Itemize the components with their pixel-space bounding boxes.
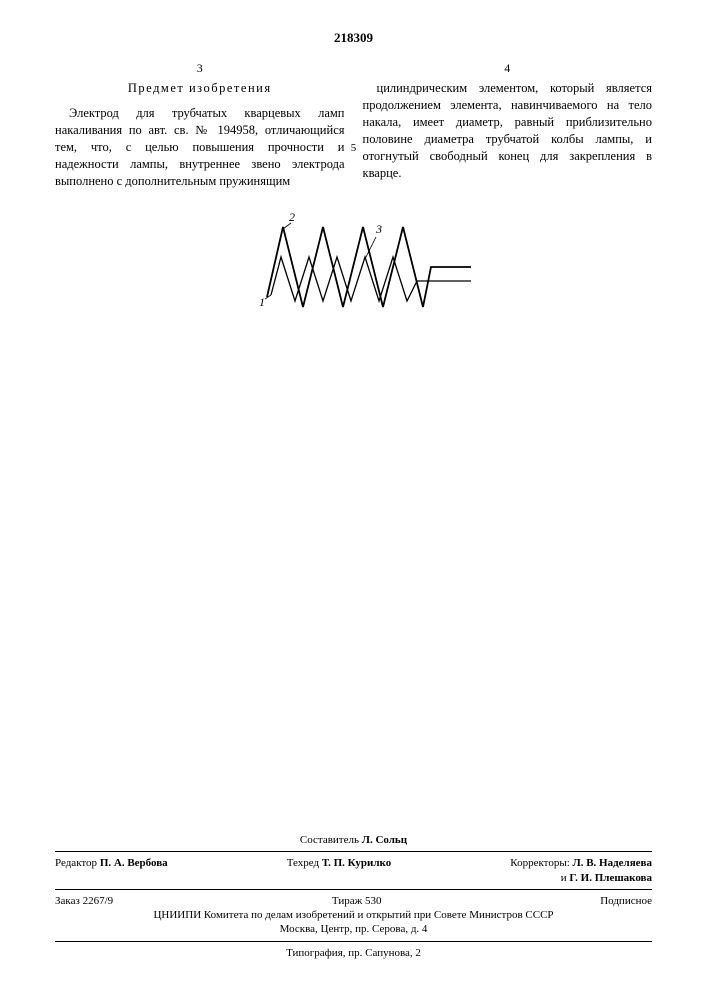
footer-rule-3 [55,941,652,942]
figure-label-3: 3 [375,222,382,236]
right-paragraph: цилиндрическим элементом, который являет… [363,80,653,181]
address-line: Москва, Центр, пр. Серова, д. 4 [55,922,652,936]
editor-block: Редактор П. А. Вербова [55,856,168,870]
editor-name: П. А. Вербова [100,857,168,869]
correctors-label: Корректоры: [510,857,569,869]
spring-diagram: 1 2 3 [231,207,476,327]
corrector-1: Л. В. Наделяева [573,857,652,869]
order-label: Заказ [55,895,80,907]
composer-line: Составитель Л. Сольц [55,833,652,847]
correctors-block: Корректоры: Л. В. Наделяева и Г. И. Плеш… [510,856,652,885]
corrector-and: и [561,872,567,884]
footer-rule-2 [55,889,652,890]
document-number: 218309 [55,30,652,46]
composer-label: Составитель [300,834,359,846]
corrector-2: Г. И. Плешакова [569,872,652,884]
left-paragraph: Электрод для трубчатых кварцевых ламп на… [55,105,345,189]
techred-label: Техред [287,857,319,869]
figure-label-2: 2 [289,210,295,224]
footer-block: Составитель Л. Сольц Редактор П. А. Верб… [55,833,652,960]
right-column: 4 цилиндрическим элементом, который явля… [363,60,653,189]
order-row: Заказ 2267/9 Тираж 530 Подписное [55,894,652,908]
order-num: 2267/9 [83,895,114,907]
line-number-marker: 5 [351,142,357,154]
credits-row: Редактор П. А. Вербова Техред Т. П. Кури… [55,856,652,885]
right-col-number: 4 [363,60,653,76]
tirage-label: Тираж [332,895,362,907]
subscription: Подписное [600,894,652,908]
org-line: ЦНИИПИ Комитета по делам изобретений и о… [55,908,652,922]
editor-label: Редактор [55,857,97,869]
techred-block: Техред Т. П. Курилко [287,856,391,870]
composer-name: Л. Сольц [362,834,407,846]
order-block: Заказ 2267/9 [55,894,113,908]
left-column: 3 Предмет изобретения Электрод для трубч… [55,60,345,189]
text-columns: 3 Предмет изобретения Электрод для трубч… [55,60,652,189]
techred-name: Т. П. Курилко [322,857,391,869]
typography-line: Типография, пр. Сапунова, 2 [55,946,652,960]
tirage-num: 530 [365,895,382,907]
left-col-number: 3 [55,60,345,76]
footer-rule-1 [55,851,652,852]
tirage-block: Тираж 530 [332,894,382,908]
section-title: Предмет изобретения [55,80,345,97]
figure-label-1: 1 [259,295,265,309]
